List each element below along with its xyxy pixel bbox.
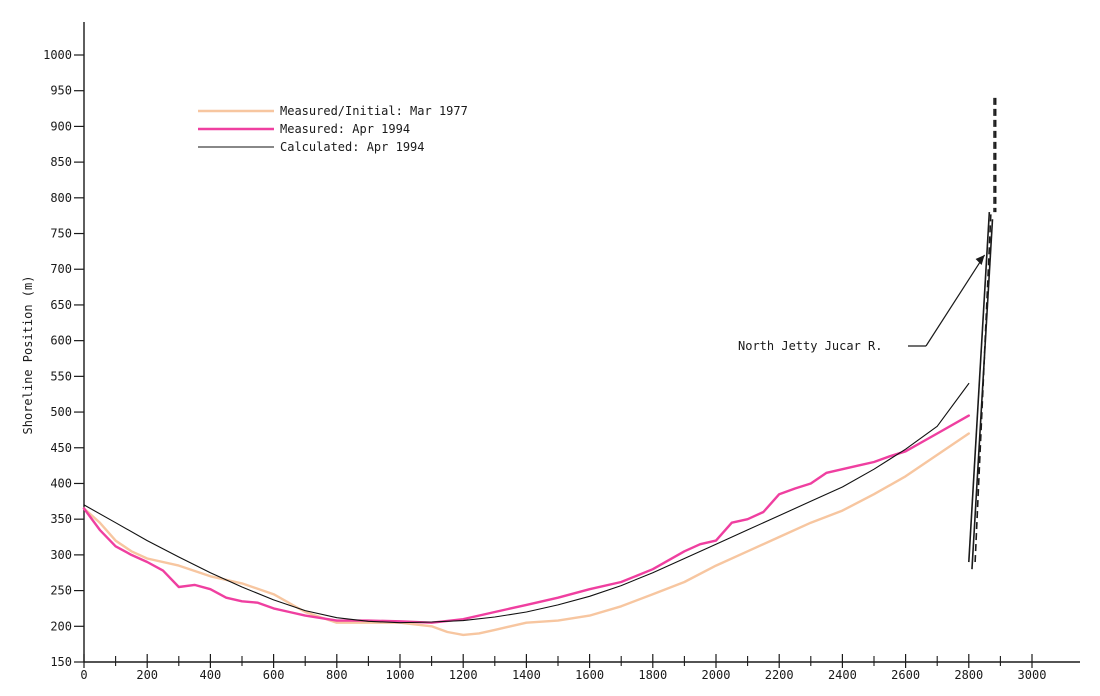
y-tick-label: 700 [50, 262, 72, 276]
y-tick-label: 600 [50, 334, 72, 348]
legend-label: Measured/Initial: Mar 1977 [280, 104, 468, 118]
y-tick-label: 250 [50, 584, 72, 598]
y-tick-label: 550 [50, 369, 72, 383]
x-tick-label: 1000 [386, 668, 415, 682]
jetty-line [968, 212, 991, 563]
x-tick-label: 1400 [512, 668, 541, 682]
annotation-arrow-line [925, 254, 986, 347]
series-line-1 [82, 432, 970, 637]
legend-label: Measured: Apr 1994 [280, 122, 410, 136]
x-tick-label: 800 [326, 668, 348, 682]
series-line-2 [82, 414, 970, 624]
y-tick-label: 850 [50, 155, 72, 169]
y-tick-label: 950 [50, 84, 72, 98]
x-tick-label: 0 [80, 668, 87, 682]
y-tick-label: 400 [50, 476, 72, 490]
x-tick-label: 2800 [954, 668, 983, 682]
legend: Measured/Initial: Mar 1977 Measured: Apr … [198, 104, 468, 154]
y-tick-label: 1000 [43, 48, 72, 62]
axes: 150 200 250 300 350 400 450 500 550 600 650 700 750 8… [43, 22, 1080, 682]
x-tick-label: 2400 [828, 668, 857, 682]
x-tick-label: 1200 [449, 668, 478, 682]
y-tick-label: 650 [50, 298, 72, 312]
y-tick-label: 800 [50, 191, 72, 205]
y-tick-label: 900 [50, 119, 72, 133]
y-tick-label: 500 [50, 405, 72, 419]
y-axis-label: Shoreline Position (m) [21, 276, 35, 435]
y-tick-label: 200 [50, 619, 72, 633]
series-lines [82, 382, 970, 637]
x-tick-label: 2600 [891, 668, 920, 682]
annotation-label: North Jetty Jucar R. [738, 339, 883, 353]
annotation: North Jetty Jucar R. [738, 254, 986, 353]
y-tick-label: 300 [50, 548, 72, 562]
y-tick-label: 350 [50, 512, 72, 526]
x-tick-label: 1800 [638, 668, 667, 682]
x-tick-label: 1600 [575, 668, 604, 682]
series-line-3 [83, 382, 970, 624]
jetty-line [974, 212, 992, 563]
y-tick-label: 450 [50, 441, 72, 455]
north-jetty-structure [968, 97, 997, 570]
x-tick-label: 2200 [765, 668, 794, 682]
x-tick-label: 600 [263, 668, 285, 682]
y-tick-label: 150 [50, 655, 72, 669]
annotation-arrowhead [975, 254, 985, 265]
x-tick-label: 200 [136, 668, 158, 682]
x-tick-label: 3000 [1018, 668, 1047, 682]
legend-label: Calculated: Apr 1994 [280, 140, 425, 154]
x-tick-label: 400 [200, 668, 222, 682]
x-tick-label: 2000 [702, 668, 731, 682]
y-tick-label: 750 [50, 227, 72, 241]
